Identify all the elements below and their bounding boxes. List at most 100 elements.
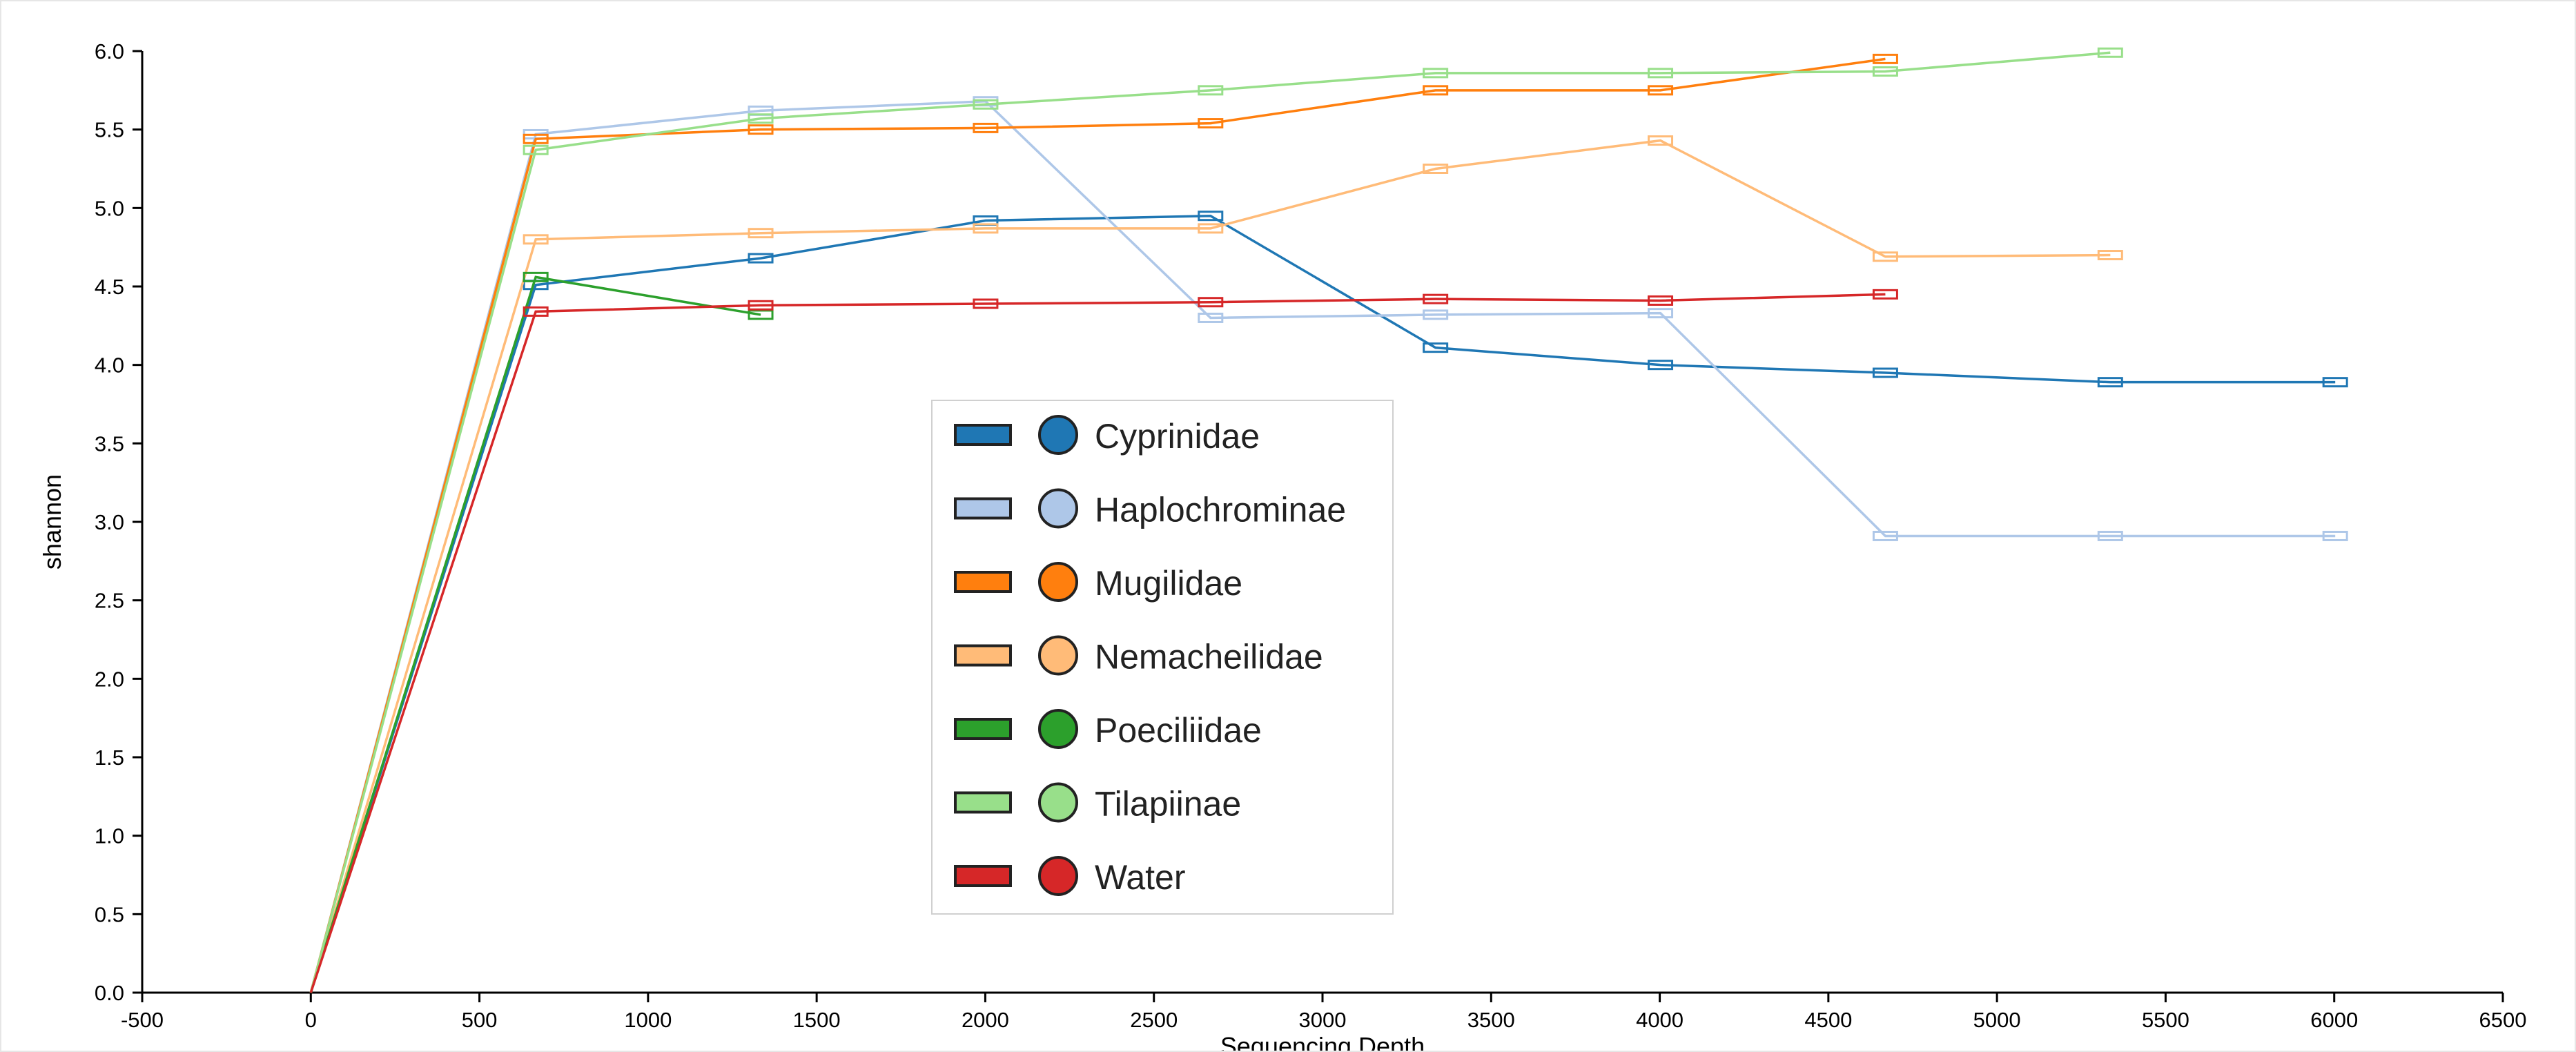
data-point xyxy=(523,306,549,317)
data-point xyxy=(1648,68,1674,79)
x-tick-label: 1500 xyxy=(793,1008,841,1032)
legend-swatch xyxy=(954,791,1012,814)
data-point xyxy=(1872,289,1898,300)
data-point xyxy=(1872,53,1898,64)
legend-marker xyxy=(1038,415,1078,455)
legend-marker xyxy=(1038,709,1078,749)
legend-swatch xyxy=(954,424,1012,446)
series-layer xyxy=(309,47,2348,993)
series-line xyxy=(309,99,2336,993)
legend-marker xyxy=(1038,782,1078,823)
data-point xyxy=(1423,309,1449,320)
data-point xyxy=(1648,308,1674,319)
data-point xyxy=(748,228,774,239)
data-point xyxy=(523,271,549,282)
data-point xyxy=(2097,47,2123,58)
data-point xyxy=(1648,295,1674,306)
y-axis-label: shannon xyxy=(38,474,66,569)
data-point xyxy=(973,122,999,133)
legend-swatch xyxy=(954,644,1012,667)
y-tick-label: 0.5 xyxy=(95,902,124,926)
y-tick-label: 4.5 xyxy=(95,275,124,299)
data-point xyxy=(2097,530,2123,541)
data-point xyxy=(523,234,549,245)
data-point xyxy=(748,113,774,124)
data-point xyxy=(1872,367,1898,378)
x-tick-label: 5500 xyxy=(2142,1008,2189,1032)
series-line xyxy=(309,214,2336,993)
data-point xyxy=(1648,85,1674,96)
legend-swatch xyxy=(954,497,1012,520)
legend-marker xyxy=(1038,562,1078,602)
x-tick-label: 0 xyxy=(305,1008,317,1032)
data-point xyxy=(1423,85,1449,96)
data-point xyxy=(1872,530,1898,541)
data-point xyxy=(2097,250,2123,261)
data-point xyxy=(1648,360,1674,371)
data-point xyxy=(1423,342,1449,353)
series-line xyxy=(309,57,1886,993)
legend-swatch xyxy=(954,865,1012,887)
series-line xyxy=(309,275,761,993)
y-tick-label: 2.5 xyxy=(95,589,124,613)
y-tick-label: 1.0 xyxy=(95,824,124,848)
legend-item: Water xyxy=(954,856,1186,897)
x-tick-label: 2500 xyxy=(1130,1008,1178,1032)
data-point xyxy=(973,223,999,234)
legend-label: Mugilidae xyxy=(1095,564,1242,603)
data-point xyxy=(523,144,549,155)
legend-label: Cyprinidae xyxy=(1095,417,1260,456)
data-point xyxy=(1198,118,1224,129)
y-tick-label: 4.0 xyxy=(95,353,124,378)
data-point xyxy=(748,300,774,311)
series-tilapiinae xyxy=(309,47,2123,993)
y-tick-label: 3.0 xyxy=(95,510,124,534)
series-line xyxy=(309,293,1886,993)
x-tick-label: 3500 xyxy=(1467,1008,1515,1032)
legend-marker xyxy=(1038,856,1078,896)
data-point xyxy=(1198,297,1224,308)
x-tick-label: 4000 xyxy=(1636,1008,1684,1032)
x-tick-label: 3000 xyxy=(1299,1008,1347,1032)
x-tick-label: 6500 xyxy=(2479,1008,2527,1032)
series-line xyxy=(309,139,2111,993)
series-nemacheilidae xyxy=(309,135,2123,993)
data-point xyxy=(973,298,999,309)
legend-item: Nemacheilidae xyxy=(954,635,1323,676)
y-tick-label: 5.5 xyxy=(95,118,124,142)
axes-layer: -500 0 500 1000 1500 2000 2500 3000 3500 4000 4500… xyxy=(38,39,2526,1051)
data-point xyxy=(973,99,999,110)
legend-marker xyxy=(1038,488,1078,529)
x-axis-label: Sequencing Depth xyxy=(1220,1032,1425,1051)
legend-label: Haplochrominae xyxy=(1095,491,1346,529)
data-point xyxy=(523,133,549,144)
x-tick-label: -500 xyxy=(121,1008,164,1032)
legend-label: Tilapiinae xyxy=(1095,785,1241,824)
series-poeciliidae xyxy=(309,271,774,993)
data-point xyxy=(1872,66,1898,77)
x-tick-label: 4500 xyxy=(1804,1008,1852,1032)
x-tick-label: 6000 xyxy=(2310,1008,2358,1032)
y-tick-label: 3.5 xyxy=(95,431,124,456)
data-point xyxy=(2322,377,2348,388)
data-point xyxy=(2322,530,2348,541)
legend-swatch xyxy=(954,571,1012,593)
data-point xyxy=(1872,251,1898,262)
series-mugilidae xyxy=(309,53,1898,993)
y-tick-label: 6.0 xyxy=(95,39,124,64)
legend-item: Haplochrominae xyxy=(954,488,1346,529)
data-point xyxy=(2097,377,2123,388)
legend-item: Tilapiinae xyxy=(954,782,1241,824)
data-point xyxy=(1423,293,1449,304)
data-point xyxy=(1198,85,1224,96)
data-point xyxy=(1648,135,1674,146)
legend: Cyprinidae Haplochrominae Mugilidae Nemache… xyxy=(931,400,1394,915)
x-tick-label: 1000 xyxy=(624,1008,672,1032)
data-point xyxy=(1198,312,1224,323)
legend-item: Cyprinidae xyxy=(954,415,1260,456)
y-tick-label: 2.0 xyxy=(95,667,124,691)
legend-swatch xyxy=(954,718,1012,740)
series-line xyxy=(309,51,2111,993)
